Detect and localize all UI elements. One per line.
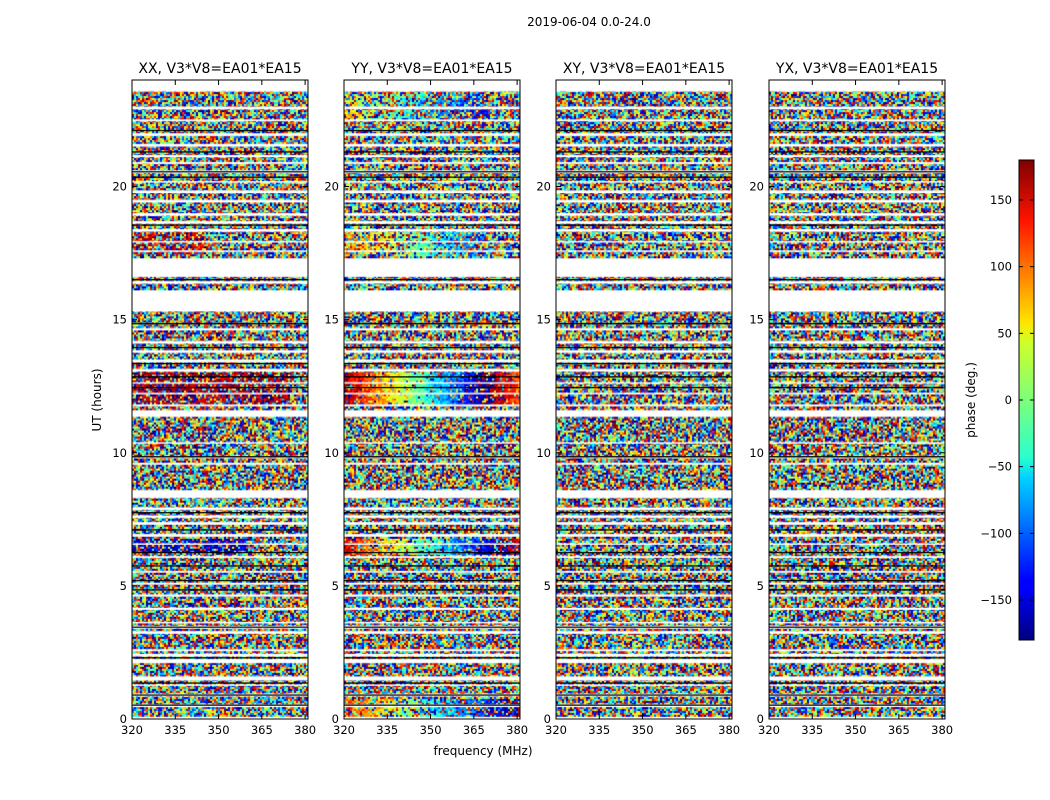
x-tick-label: 350	[208, 723, 230, 737]
y-tick-label: 0	[757, 712, 764, 726]
x-tick-label: 335	[376, 723, 398, 737]
x-tick-label: 335	[588, 723, 610, 737]
x-tick-label: 320	[333, 723, 355, 737]
heatmap-image	[556, 80, 732, 719]
y-tick-label: 15	[536, 313, 551, 327]
panel-title-xx: XX, V3*V8=EA01*EA15	[138, 61, 301, 77]
y-tick-label: 5	[757, 579, 764, 593]
y-tick-label: 10	[324, 446, 339, 460]
colorbar-tick-label: 150	[990, 193, 1012, 207]
x-tick-label: 335	[164, 723, 186, 737]
x-tick-label: 320	[758, 723, 780, 737]
y-axis-label: UT (hours)	[90, 368, 104, 431]
y-tick-label: 5	[120, 579, 127, 593]
x-tick-label: 380	[506, 723, 528, 737]
x-tick-label: 380	[718, 723, 740, 737]
heatmap-image	[132, 80, 308, 719]
y-tick-label: 15	[749, 313, 764, 327]
colorbar-tick-label: −100	[980, 526, 1012, 540]
panel-title-xy: XY, V3*V8=EA01*EA15	[563, 61, 725, 77]
y-tick-label: 5	[544, 579, 551, 593]
axes-frame	[131, 79, 309, 720]
y-tick-label: 0	[544, 712, 551, 726]
colorbar: phase (deg.) −150 −100 −50 0 50 100 150	[964, 159, 1035, 641]
colorbar-tick-label: 50	[997, 326, 1012, 340]
axes-frame	[343, 79, 521, 720]
y-tick-label: 0	[120, 712, 127, 726]
panel-xy: XY, V3*V8=EA01*EA15 320 335 350 365 380 0 5 10 1…	[536, 61, 740, 737]
colorbar-tick-label: 0	[1005, 393, 1012, 407]
colorbar-tick-label: 100	[990, 260, 1012, 274]
y-tick-label: 10	[536, 446, 551, 460]
panel-title-yx: YX, V3*V8=EA01*EA15	[775, 61, 938, 77]
colorbar-tick-label: −150	[980, 593, 1012, 607]
y-tick-label: 15	[324, 313, 339, 327]
y-tick-label: 20	[536, 180, 551, 194]
x-tick-label: 320	[545, 723, 567, 737]
x-tick-label: 350	[632, 723, 654, 737]
x-tick-label: 350	[845, 723, 867, 737]
y-tick-label: 20	[112, 180, 127, 194]
axes-frame	[555, 79, 733, 720]
x-tick-label: 365	[888, 723, 910, 737]
y-tick-label: 20	[749, 180, 764, 194]
x-tick-label: 365	[675, 723, 697, 737]
x-tick-label: 335	[801, 723, 823, 737]
panel-title-yy: YY, V3*V8=EA01*EA15	[350, 61, 512, 77]
y-tick-label: 20	[324, 180, 339, 194]
x-tick-label: 320	[121, 723, 143, 737]
x-tick-label: 380	[294, 723, 316, 737]
colorbar-tick-label: −50	[988, 460, 1012, 474]
x-tick-label: 365	[463, 723, 485, 737]
panel-xx: XX, V3*V8=EA01*EA15 320 335 350 365 380 0 5 10 1…	[112, 61, 316, 737]
y-tick-label: 15	[112, 313, 127, 327]
x-tick-label: 350	[420, 723, 442, 737]
axes-frame	[768, 79, 946, 720]
panel-yx: YX, V3*V8=EA01*EA15 320 335 350 365 380 0 5 10 1…	[749, 61, 953, 737]
y-tick-label: 10	[112, 446, 127, 460]
heatmap-image	[344, 80, 520, 719]
panel-yy: YY, V3*V8=EA01*EA15 320 335 350 365 380 0 5 10 1…	[324, 61, 528, 737]
y-tick-label: 0	[332, 712, 339, 726]
heatmap-image	[769, 80, 945, 719]
colorbar-label: phase (deg.)	[964, 362, 978, 438]
x-tick-label: 380	[931, 723, 953, 737]
x-tick-label: 365	[251, 723, 273, 737]
figure-suptitle: 2019-06-04 0.0-24.0	[527, 15, 651, 29]
x-axis-label: frequency (MHz)	[433, 744, 532, 758]
y-tick-label: 5	[332, 579, 339, 593]
y-tick-label: 10	[749, 446, 764, 460]
